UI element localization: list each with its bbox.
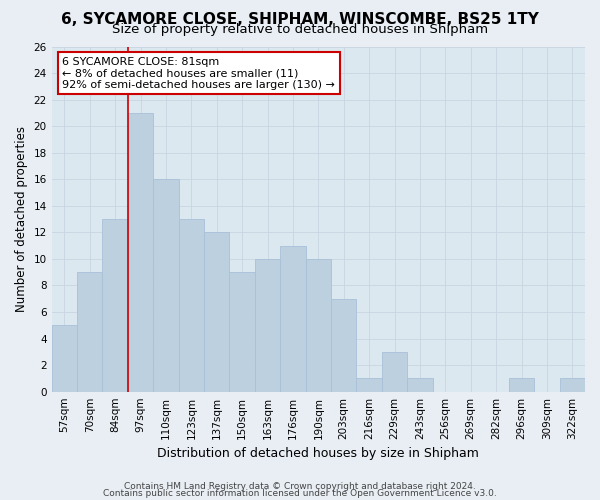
Text: Contains public sector information licensed under the Open Government Licence v3: Contains public sector information licen… — [103, 490, 497, 498]
Text: 6 SYCAMORE CLOSE: 81sqm
← 8% of detached houses are smaller (11)
92% of semi-det: 6 SYCAMORE CLOSE: 81sqm ← 8% of detached… — [62, 57, 335, 90]
Bar — [305, 259, 331, 392]
Bar — [509, 378, 534, 392]
Bar — [280, 246, 305, 392]
Bar — [255, 259, 280, 392]
Bar — [229, 272, 255, 392]
Bar — [560, 378, 585, 392]
Y-axis label: Number of detached properties: Number of detached properties — [15, 126, 28, 312]
Bar — [103, 219, 128, 392]
Bar — [153, 180, 179, 392]
Bar — [382, 352, 407, 392]
Bar — [204, 232, 229, 392]
Bar — [77, 272, 103, 392]
Text: Size of property relative to detached houses in Shipham: Size of property relative to detached ho… — [112, 24, 488, 36]
Bar — [179, 219, 204, 392]
Bar — [356, 378, 382, 392]
Bar — [52, 326, 77, 392]
Bar — [128, 113, 153, 392]
X-axis label: Distribution of detached houses by size in Shipham: Distribution of detached houses by size … — [157, 447, 479, 460]
Bar — [331, 298, 356, 392]
Bar — [407, 378, 433, 392]
Text: Contains HM Land Registry data © Crown copyright and database right 2024.: Contains HM Land Registry data © Crown c… — [124, 482, 476, 491]
Text: 6, SYCAMORE CLOSE, SHIPHAM, WINSCOMBE, BS25 1TY: 6, SYCAMORE CLOSE, SHIPHAM, WINSCOMBE, B… — [61, 12, 539, 28]
